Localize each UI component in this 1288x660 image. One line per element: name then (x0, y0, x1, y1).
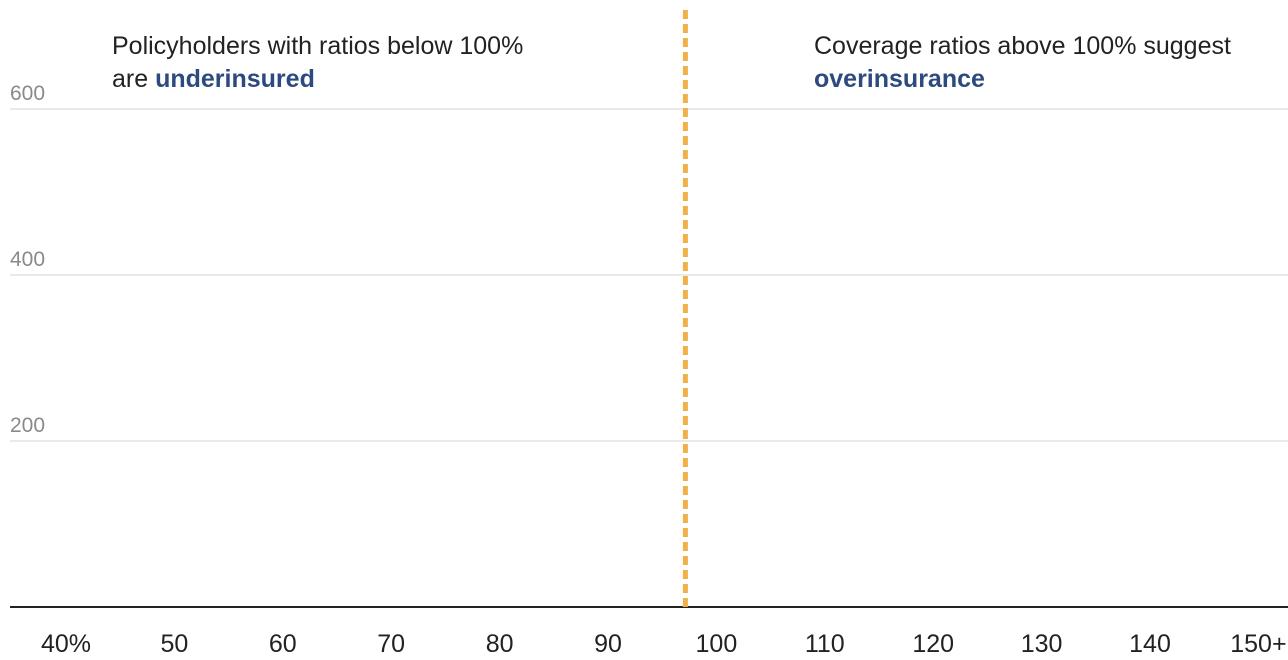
gridlines (10, 108, 1288, 442)
x-tick-label: 70 (377, 630, 405, 658)
x-tick-label: 140 (1129, 630, 1171, 658)
x-tick-label: 50 (160, 630, 188, 658)
x-tick-label: 90 (594, 630, 622, 658)
annotation-right-emphasis: overinsurance (814, 65, 985, 93)
annotation-overinsured: Coverage ratios above 100% suggest overi… (814, 30, 1254, 96)
y-tick-label: 400 (10, 248, 45, 271)
x-tick-label: 40% (41, 630, 91, 658)
x-tick-label: 100 (696, 630, 738, 658)
x-tick-labels: 40% 50 60 70 80 90 100 110 120 130 140 150+ (41, 630, 1287, 658)
x-tick-label: 120 (912, 630, 954, 658)
annotation-right-text: Coverage ratios above 100% suggest (814, 32, 1231, 60)
x-tick-label: 110 (805, 630, 845, 658)
annotation-underinsured: Policyholders with ratios below 100% are… (112, 30, 552, 96)
x-tick-label: 150+ (1230, 630, 1286, 658)
y-tick-label: 600 (10, 82, 45, 105)
x-tick-label: 60 (269, 630, 297, 658)
y-tick-label: 200 (10, 414, 45, 437)
y-tick-labels: 200 400 600 (10, 82, 45, 437)
annotation-left-text: Policyholders with ratios below 100% are (112, 32, 524, 93)
x-tick-label: 130 (1021, 630, 1063, 658)
annotation-left-emphasis: underinsured (155, 65, 315, 93)
x-tick-label: 80 (486, 630, 514, 658)
